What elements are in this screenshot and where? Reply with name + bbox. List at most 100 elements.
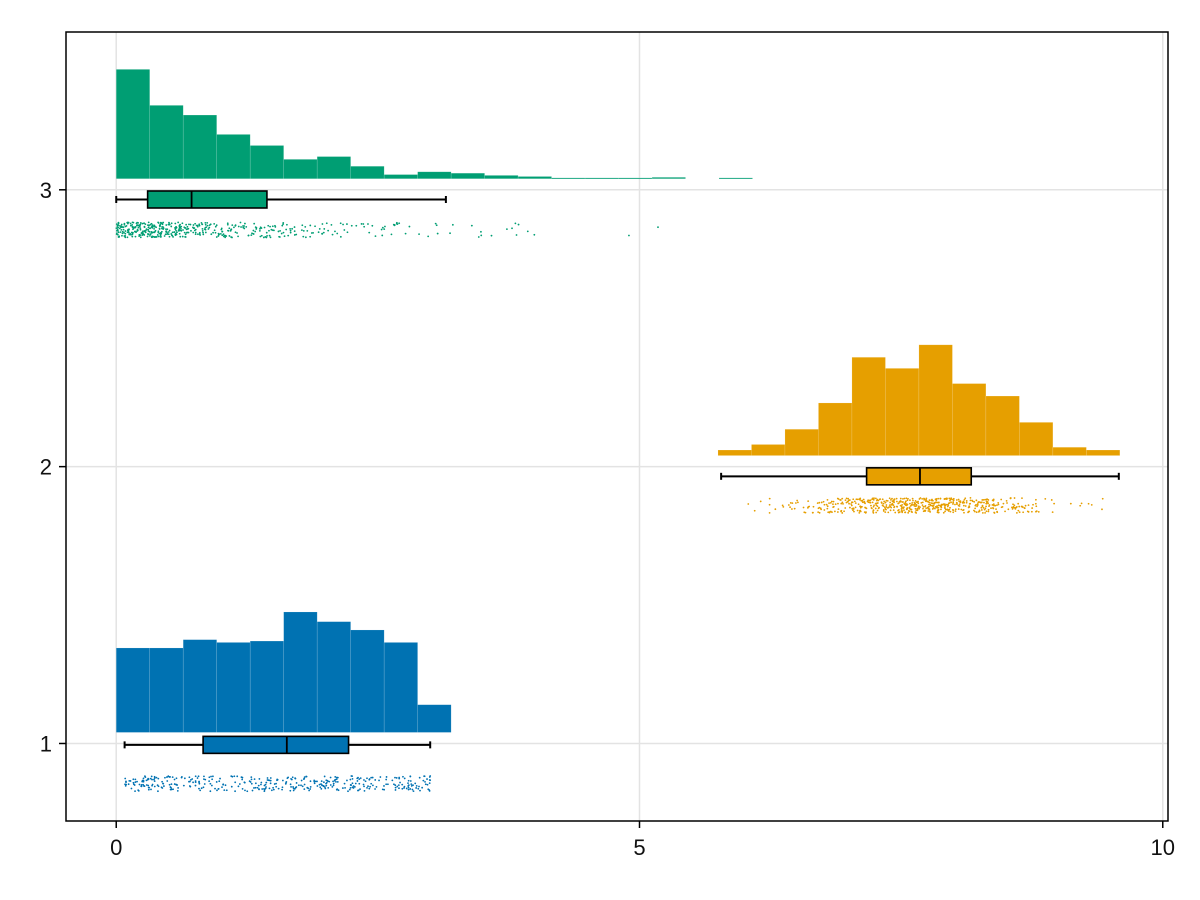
rain-point bbox=[409, 788, 412, 790]
rain-point bbox=[1020, 505, 1023, 508]
rain-point bbox=[286, 223, 288, 226]
rain-point bbox=[159, 221, 162, 224]
rain-point bbox=[116, 227, 119, 229]
rain-point bbox=[874, 507, 877, 510]
rain-point bbox=[793, 507, 796, 510]
rain-point bbox=[913, 503, 916, 506]
rain-point bbox=[936, 501, 939, 504]
rain-point bbox=[168, 223, 171, 226]
rain-point bbox=[1027, 511, 1030, 513]
rain-point bbox=[149, 233, 152, 236]
rain-point bbox=[875, 511, 878, 514]
rain-point bbox=[394, 784, 397, 787]
rain-point bbox=[913, 505, 916, 507]
rain-point bbox=[331, 233, 334, 236]
rain-point bbox=[214, 231, 217, 234]
rain-point bbox=[872, 505, 875, 508]
rain-point bbox=[428, 779, 431, 781]
rain-point bbox=[219, 232, 222, 235]
rain-point bbox=[888, 497, 891, 500]
rain-point bbox=[894, 511, 897, 514]
rain-point bbox=[946, 505, 949, 508]
rain-point bbox=[349, 787, 352, 789]
histogram-bar bbox=[115, 69, 151, 180]
rain-point bbox=[231, 236, 233, 239]
rain-point bbox=[199, 234, 202, 236]
rain-point bbox=[336, 232, 339, 235]
rain-point bbox=[147, 226, 150, 229]
rain-point bbox=[173, 231, 176, 233]
rain-point bbox=[973, 509, 975, 512]
rain-point bbox=[334, 776, 337, 778]
rain-point bbox=[874, 502, 877, 505]
rain-point bbox=[939, 504, 941, 507]
rain-point bbox=[828, 502, 830, 505]
rain-point bbox=[123, 223, 126, 226]
rain-point bbox=[862, 498, 865, 501]
rain-point bbox=[225, 789, 228, 792]
rain-point bbox=[945, 498, 948, 501]
histogram-bar bbox=[182, 639, 218, 733]
rain-point bbox=[117, 224, 120, 226]
rain-point bbox=[159, 235, 162, 238]
rain-point bbox=[166, 780, 169, 782]
rain-point bbox=[874, 497, 877, 500]
rain-point bbox=[215, 224, 218, 227]
rain-point bbox=[178, 226, 181, 229]
rain-point bbox=[304, 225, 307, 228]
rain-point bbox=[1018, 511, 1021, 514]
rain-point bbox=[209, 782, 212, 785]
rain-point bbox=[124, 234, 127, 237]
rain-point bbox=[985, 498, 988, 501]
rain-point bbox=[355, 224, 358, 227]
rain-point bbox=[170, 222, 173, 225]
rain-point bbox=[131, 225, 134, 228]
rain-point bbox=[957, 504, 960, 507]
rain-point bbox=[1004, 510, 1006, 513]
rain-point bbox=[151, 236, 154, 239]
rain-point bbox=[309, 780, 312, 783]
rain-point bbox=[227, 229, 230, 232]
rain-point bbox=[224, 234, 227, 237]
rain-point bbox=[812, 511, 814, 514]
rain-point bbox=[350, 784, 353, 787]
rain-point bbox=[959, 501, 962, 504]
rain-point bbox=[201, 223, 204, 226]
rain-point bbox=[176, 789, 179, 792]
rain-point bbox=[177, 787, 180, 789]
histogram-bar bbox=[450, 172, 485, 180]
rain-point bbox=[264, 236, 267, 238]
rain-point bbox=[178, 232, 181, 235]
rain-point bbox=[787, 504, 790, 506]
rain-point bbox=[903, 509, 905, 512]
rain-point bbox=[268, 229, 270, 232]
rain-point bbox=[436, 232, 439, 235]
rain-point bbox=[122, 228, 125, 231]
rain-point bbox=[337, 789, 340, 792]
rain-point bbox=[1080, 502, 1083, 505]
histogram-bar bbox=[1086, 449, 1121, 456]
rain-point bbox=[141, 222, 144, 225]
rain-point bbox=[415, 787, 418, 789]
rain-points bbox=[124, 775, 432, 793]
rain-point bbox=[825, 503, 828, 506]
rain-point bbox=[214, 225, 217, 228]
rain-point bbox=[175, 783, 178, 786]
rain-point bbox=[885, 506, 888, 508]
rain-point bbox=[360, 223, 363, 225]
rain-point bbox=[334, 778, 337, 781]
rain-point bbox=[201, 228, 204, 230]
rain-point bbox=[199, 789, 202, 792]
histogram-bar bbox=[1052, 446, 1087, 456]
rain-point bbox=[240, 226, 242, 228]
rain-point bbox=[915, 512, 918, 514]
rain-point bbox=[321, 233, 324, 235]
rain-point bbox=[511, 227, 513, 230]
rain-point bbox=[125, 783, 128, 786]
rain-point bbox=[153, 780, 156, 783]
rain-point bbox=[807, 506, 810, 508]
rain-point bbox=[125, 224, 128, 227]
rain-point bbox=[426, 783, 429, 786]
rain-point bbox=[258, 230, 261, 232]
rain-point bbox=[144, 223, 147, 226]
